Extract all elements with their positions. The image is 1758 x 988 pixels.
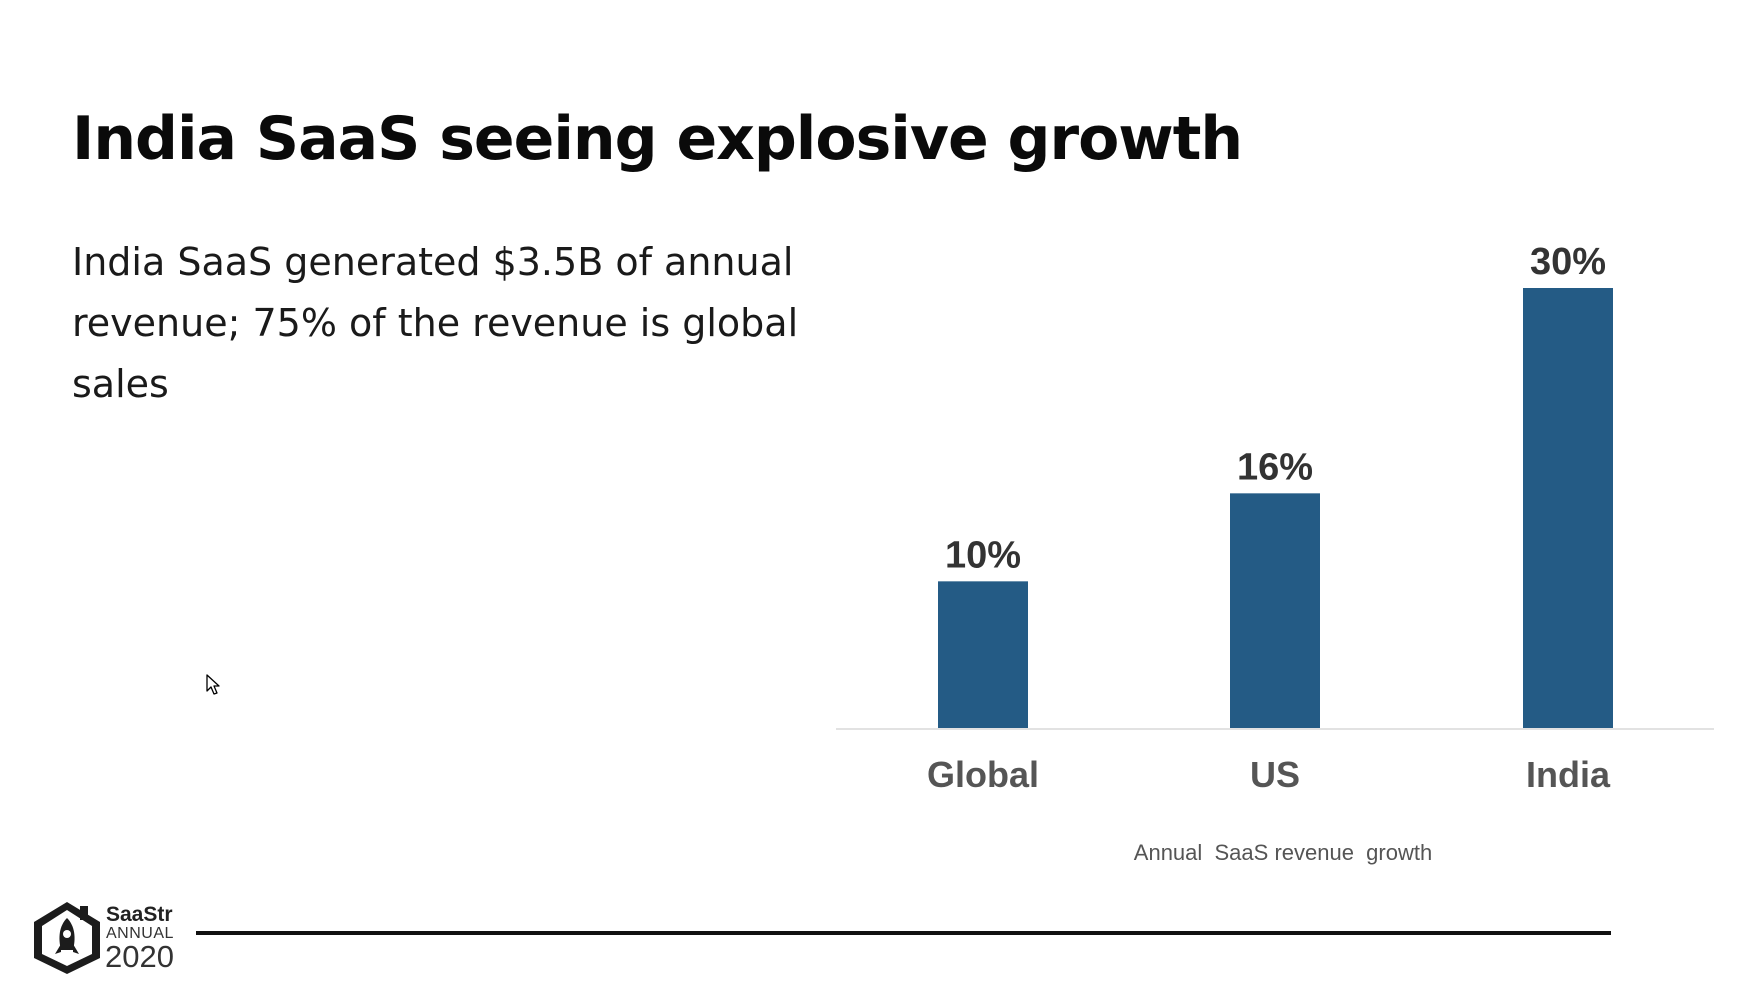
data-label-india: 30% [1530, 241, 1606, 283]
x-axis-label: Annual SaaS revenue growth [1134, 840, 1432, 865]
logo-event-text: ANNUAL [106, 925, 174, 942]
category-label-us: US [1250, 754, 1300, 795]
logo-brand-text: SaaStr [106, 903, 173, 926]
mouse-pointer-icon [206, 674, 220, 695]
data-label-us: 16% [1237, 446, 1313, 488]
slide-title: India SaaS seeing explosive growth [72, 104, 1243, 174]
bar-us [1230, 493, 1320, 728]
footer-divider [196, 931, 1611, 935]
category-label-india: India [1526, 754, 1611, 795]
logo-year-text: 2020 [105, 939, 174, 974]
saastr-logo: SaaStr ANNUAL 2020 [32, 900, 182, 976]
bar-india [1523, 288, 1613, 728]
saastr-rocket-house-icon [34, 902, 100, 974]
data-label-global: 10% [945, 534, 1021, 576]
bar-global [938, 581, 1028, 728]
slide-body-text: India SaaS generated $3.5B of annual rev… [72, 240, 799, 406]
category-label-global: Global [927, 754, 1039, 795]
